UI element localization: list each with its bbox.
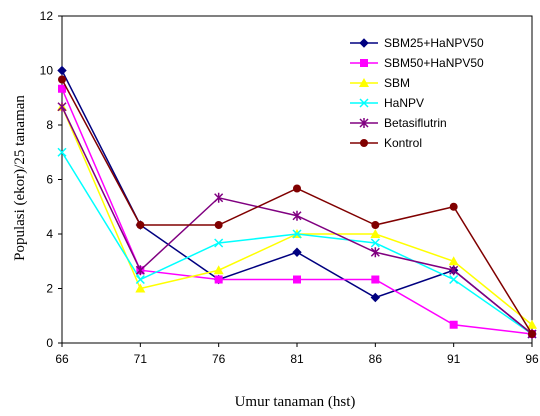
- data-point: [528, 330, 536, 339]
- legend-entry: SBM25+HaNPV50: [350, 36, 484, 50]
- legend-label: Betasiflutrin: [384, 116, 447, 130]
- legend-entry: HaNPV: [350, 96, 424, 110]
- data-point: [370, 292, 381, 303]
- legend-marker: [359, 38, 369, 48]
- legend-entry: SBM: [350, 76, 410, 90]
- data-point: [214, 238, 224, 248]
- series-0: [57, 65, 537, 339]
- y-tick-label: 2: [46, 282, 53, 296]
- y-tick-label: 4: [46, 227, 53, 241]
- data-point: [135, 265, 145, 276]
- legend-label: SBM25+HaNPV50: [384, 36, 484, 50]
- legend-label: Kontrol: [384, 136, 422, 150]
- x-tick-label: 86: [369, 352, 383, 366]
- data-point: [136, 221, 145, 230]
- data-point: [370, 247, 380, 258]
- data-point: [293, 184, 301, 193]
- series-3: [57, 147, 537, 339]
- y-tick-label: 12: [40, 9, 54, 23]
- legend-marker: [359, 98, 369, 108]
- legend-marker: [359, 78, 369, 87]
- series-layer: [57, 65, 537, 340]
- data-point: [292, 210, 302, 221]
- data-point: [293, 275, 301, 284]
- x-tick-label: 81: [290, 352, 304, 366]
- y-tick-label: 8: [46, 118, 53, 132]
- legend-entry: SBM50+HaNPV50: [350, 56, 484, 70]
- data-point: [135, 274, 145, 285]
- series-4: [57, 101, 537, 340]
- y-axis: 0 2 4 6 8 10 12: [40, 9, 62, 350]
- data-point: [449, 265, 459, 276]
- legend-label: HaNPV: [384, 96, 424, 110]
- data-point: [214, 275, 223, 284]
- data-point: [57, 147, 67, 157]
- data-point: [370, 238, 380, 248]
- data-point: [214, 192, 224, 203]
- data-point: [527, 319, 537, 329]
- data-point: [58, 84, 66, 93]
- data-point: [449, 202, 458, 211]
- data-point: [371, 275, 380, 284]
- legend-marker: [360, 59, 368, 67]
- data-point: [448, 256, 459, 266]
- series-5: [58, 75, 536, 339]
- x-tick-label: 76: [212, 352, 226, 366]
- data-point: [58, 75, 66, 84]
- x-axis: 66 71 76 81 86 91 96: [55, 343, 539, 366]
- x-tick-label: 96: [525, 352, 539, 366]
- legend: SBM25+HaNPV50 SBM50+HaNPV50 SBM HaNPV Betasi…: [350, 36, 484, 150]
- series-line: [61, 151, 533, 335]
- legend-entry: Betasiflutrin: [350, 116, 447, 130]
- data-point: [135, 283, 146, 293]
- data-point: [292, 247, 302, 257]
- x-axis-title: Umur tanaman (hst): [235, 394, 356, 410]
- data-point: [371, 221, 380, 230]
- data-point: [292, 229, 302, 239]
- legend-marker: [360, 139, 368, 147]
- series-line: [61, 70, 533, 335]
- y-axis-title: Populasi (ekor)/25 tanaman: [12, 95, 28, 261]
- y-tick-label: 0: [46, 336, 53, 350]
- data-point: [449, 274, 459, 285]
- legend-label: SBM: [384, 76, 410, 90]
- y-tick-label: 10: [40, 64, 54, 78]
- data-point: [57, 101, 67, 112]
- data-point: [370, 229, 381, 238]
- legend-marker: [359, 118, 369, 128]
- series-line: [61, 79, 533, 335]
- legend-entry: Kontrol: [350, 136, 422, 150]
- x-tick-label: 91: [447, 352, 461, 366]
- data-point: [449, 320, 458, 329]
- data-point: [213, 265, 224, 275]
- y-tick-label: 6: [46, 173, 53, 187]
- data-point: [214, 221, 223, 230]
- data-point: [57, 65, 67, 76]
- legend-label: SBM50+HaNPV50: [384, 56, 484, 70]
- x-tick-label: 66: [55, 352, 69, 366]
- x-tick-label: 71: [134, 352, 148, 366]
